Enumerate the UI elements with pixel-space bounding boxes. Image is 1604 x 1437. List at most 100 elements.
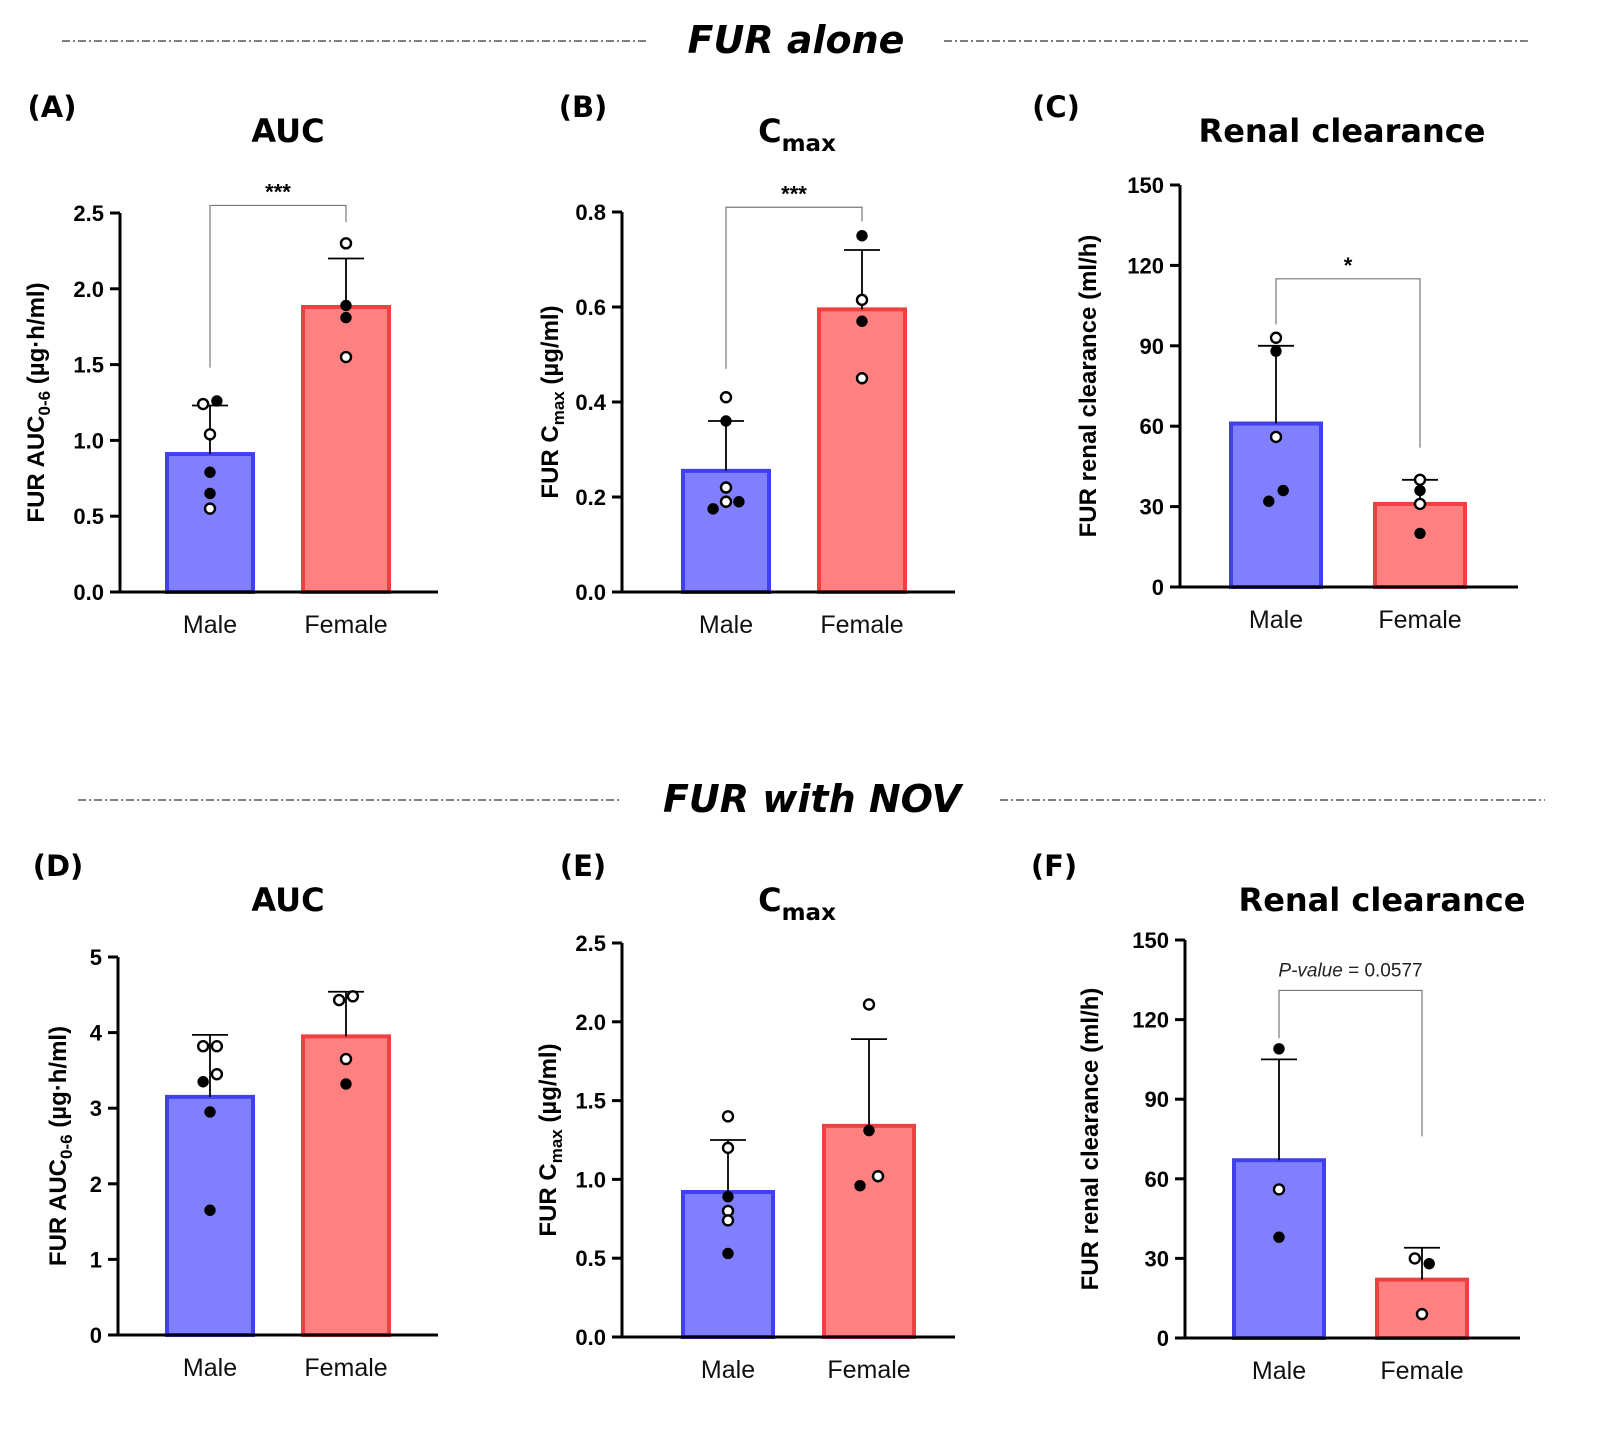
significance-label: * <box>1344 253 1353 278</box>
significance-label: *** <box>265 179 291 204</box>
data-point-male <box>733 496 745 508</box>
y-tick-label: 2.5 <box>73 201 104 226</box>
data-point-female <box>339 237 353 250</box>
data-point-female <box>863 1124 875 1137</box>
chart-title: Cmax <box>758 112 836 157</box>
data-point-male <box>722 1247 734 1260</box>
data-point-male <box>1270 345 1282 357</box>
y-axis-label-subscript: max <box>549 391 568 426</box>
y-axis-label-main: FUR renal clearance (ml/h) <box>1077 988 1104 1291</box>
chart-panel-4: (D) AUC FUR AUC0-6 (µg·h/ml) Male Female 0 1 2 3… <box>33 849 438 1382</box>
p-value-label-italic: P-value <box>1278 960 1342 981</box>
data-point-female <box>1408 1252 1422 1265</box>
x-tick-label: Male <box>183 611 237 639</box>
data-point-female <box>1414 527 1426 540</box>
y-tick-label: 60 <box>1140 414 1164 439</box>
chart-title-subscript: max <box>782 131 836 157</box>
y-tick-label: 150 <box>1132 928 1169 953</box>
significance-bracket <box>1275 278 1421 448</box>
section-header-1: FUR alone <box>62 18 1530 62</box>
data-point-male <box>707 503 719 515</box>
y-tick-label: 90 <box>1140 334 1164 359</box>
bar-female <box>301 304 391 594</box>
y-axis-label: FUR renal clearance (ml/h) <box>1075 235 1102 538</box>
y-tick-label: 1 <box>90 1247 102 1272</box>
y-tick-label: 30 <box>1145 1246 1169 1271</box>
y-tick-label: 150 <box>1127 173 1164 198</box>
chart-panel-6: (F) Renal clearance FUR renal clearance (m… <box>1031 849 1526 1385</box>
data-point-female <box>346 990 360 1003</box>
chart-title: Renal clearance <box>1239 881 1526 919</box>
y-axis-label: FUR renal clearance (ml/h) <box>1077 988 1104 1291</box>
x-tick-label: Female <box>820 611 903 639</box>
chart-title: AUC <box>251 112 324 150</box>
y-tick-label: 2 <box>90 1172 102 1197</box>
chart-title-main: Renal clearance <box>1239 881 1526 919</box>
y-tick-label: 1.0 <box>575 1167 606 1192</box>
data-point-female <box>1415 1307 1429 1321</box>
y-tick-label: 0 <box>1157 1326 1169 1351</box>
x-tick-label: Male <box>1249 606 1303 634</box>
x-tick-label: Male <box>699 611 753 639</box>
y-tick-label: 0.0 <box>575 580 606 605</box>
x-tick-label: Male <box>701 1356 755 1384</box>
data-point-male <box>211 395 223 407</box>
y-axis-label-unit: (µg·h/ml) <box>45 1026 72 1134</box>
significance-bracket <box>209 204 347 368</box>
data-point-male <box>204 1106 216 1118</box>
y-tick-label: 30 <box>1140 495 1164 520</box>
data-point-female <box>340 299 352 312</box>
p-value-label: P-value = 0.0577 <box>1278 960 1422 981</box>
data-point-female <box>339 1052 353 1066</box>
data-point-male <box>721 1214 735 1227</box>
y-tick-label: 0.0 <box>575 1325 606 1350</box>
y-tick-label: 1.5 <box>575 1089 606 1114</box>
y-tick-label: 0 <box>90 1323 102 1348</box>
data-point-female <box>855 293 869 307</box>
data-point-male <box>721 1141 735 1155</box>
data-point-male <box>719 481 733 494</box>
data-point-male <box>1273 1231 1285 1243</box>
y-axis-label: FUR Cmax (µg/ml) <box>535 1043 566 1236</box>
y-axis-label-unit: (µg/ml) <box>535 1043 562 1129</box>
y-axis-label-main: FUR AUC <box>23 415 50 522</box>
y-axis-label-subscript: 0-6 <box>57 1134 76 1159</box>
y-axis-label-unit: (µg/ml) <box>537 305 564 391</box>
section-title-2: FUR with NOV <box>663 777 964 821</box>
data-point-male <box>204 1204 216 1216</box>
y-tick-label: 5 <box>90 945 102 970</box>
data-point-male <box>719 391 733 404</box>
data-point-female <box>1423 1258 1435 1270</box>
y-tick-label: 0.4 <box>575 390 606 415</box>
x-tick-label: Female <box>304 1354 387 1382</box>
data-point-male <box>1269 331 1283 344</box>
data-point-male <box>203 502 217 515</box>
y-tick-label: 0.0 <box>73 580 104 605</box>
data-point-male <box>719 495 733 508</box>
panel-label: (D) <box>33 849 84 883</box>
section-header-2: FUR with NOV <box>78 777 1545 821</box>
y-tick-label: 120 <box>1127 253 1164 278</box>
bar-female <box>822 1123 916 1340</box>
y-tick-label: 4 <box>90 1021 103 1046</box>
chart-title-main: C <box>758 881 781 919</box>
data-point-female <box>855 372 869 385</box>
significance-bracket <box>725 206 863 369</box>
data-point-male <box>196 397 210 411</box>
y-tick-label: 90 <box>1145 1087 1169 1112</box>
data-point-female <box>856 315 868 327</box>
data-point-male <box>1277 484 1289 497</box>
significance-label: *** <box>781 181 807 206</box>
data-point-male <box>196 1040 210 1053</box>
data-point-male <box>1269 430 1283 444</box>
y-tick-label: 1.0 <box>73 428 104 453</box>
y-axis-label: FUR Cmax (µg/ml) <box>537 305 568 498</box>
data-point-male <box>722 1191 734 1203</box>
chart-title-main: AUC <box>251 881 324 919</box>
y-axis-label-main: FUR renal clearance (ml/h) <box>1075 235 1102 538</box>
y-tick-label: 0 <box>1152 575 1164 600</box>
chart-panel-1: (A) AUC FUR AUC0-6 (µg·h/ml) Male Female 0.0 0… <box>23 90 438 639</box>
data-point-male <box>204 487 216 500</box>
